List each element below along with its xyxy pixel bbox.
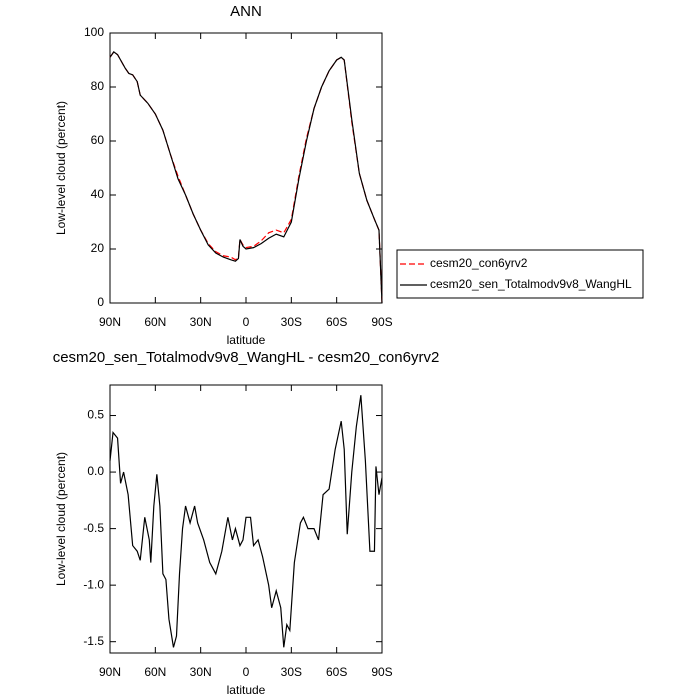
y-tick-label: 20 [91,241,105,255]
y-tick-label: -0.5 [83,521,104,535]
line-series [109,51,383,304]
x-tick-label: 30S [281,315,302,329]
legend-label: cesm20_sen_Totalmodv9v8_WangHL [430,277,632,291]
y-tick-label: -1.0 [83,577,104,591]
legend-box [396,249,644,299]
chart-title: cesm20_sen_Totalmodv9v8_WangHL - cesm20_… [53,349,440,366]
y-tick-label: 100 [84,25,104,39]
y-tick-label: 60 [91,133,105,147]
x-tick-label: 30N [190,315,212,329]
y-axis-label: Low-level cloud (percent) [54,452,68,586]
x-tick-label: 90S [371,665,392,679]
x-tick-label: 30N [190,665,212,679]
x-tick-label: 60S [326,665,347,679]
y-tick-label: 40 [91,187,105,201]
x-tick-label: 0 [243,315,250,329]
y-axis-label: Low-level cloud (percent) [54,101,68,235]
y-tick-label: 80 [91,79,105,93]
x-tick-label: 90N [99,665,121,679]
line-series [109,51,383,304]
legend-label: cesm20_con6yrv2 [430,256,528,270]
y-tick-label: 0.5 [87,408,104,422]
y-tick-label: 0 [97,295,104,309]
x-axis-label: latitude [227,333,266,347]
line-series [109,395,383,648]
y-tick-label: -1.5 [83,634,104,648]
y-tick-label: 0.0 [87,464,104,478]
x-tick-label: 30S [281,665,302,679]
x-tick-label: 90S [371,315,392,329]
x-tick-label: 0 [243,665,250,679]
plot-frame [109,32,383,304]
chart-title: ANN [230,3,262,20]
x-tick-label: 90N [99,315,121,329]
x-tick-label: 60N [144,315,166,329]
x-tick-label: 60S [326,315,347,329]
x-axis-label: latitude [227,683,266,697]
x-tick-label: 60N [144,665,166,679]
